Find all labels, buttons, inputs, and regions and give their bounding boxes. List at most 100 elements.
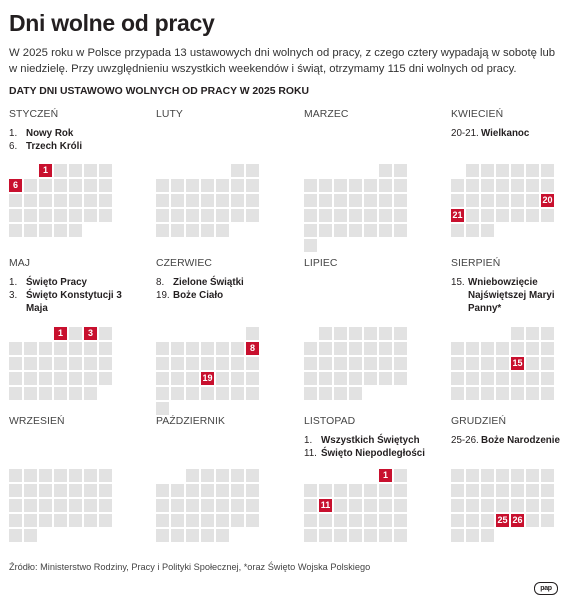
day-cell: [156, 224, 169, 237]
day-cell: [349, 327, 362, 340]
day-cell: [84, 372, 97, 385]
day-cell: [171, 372, 184, 385]
day-cell: [216, 224, 229, 237]
day-cell: [379, 209, 392, 222]
day-cell: [364, 484, 377, 497]
day-cell: [319, 514, 332, 527]
day-cell: [466, 179, 479, 192]
day-cell: [231, 209, 244, 222]
holiday-day-cell: 11: [319, 499, 332, 512]
day-cell: [511, 179, 524, 192]
day-cell: [466, 194, 479, 207]
day-cell: [334, 194, 347, 207]
day-cell: [9, 357, 22, 370]
holiday-day-cell: 19: [201, 372, 214, 385]
day-cell: [84, 499, 97, 512]
day-cell: [246, 179, 259, 192]
day-cell: [54, 514, 67, 527]
day-cell: [364, 372, 377, 385]
day-cell: [334, 514, 347, 527]
day-cell: [364, 209, 377, 222]
day-cell: [379, 529, 392, 542]
holiday-day-cell: 26: [511, 514, 524, 527]
holiday-name: Boże Narodzenie: [481, 435, 560, 446]
month-9: Wrzesień: [9, 416, 144, 566]
day-cell: [186, 357, 199, 370]
day-cell: [349, 194, 362, 207]
day-cell: [466, 164, 479, 177]
day-cell: [69, 209, 82, 222]
day-cell: [379, 484, 392, 497]
day-cell: [496, 209, 509, 222]
day-cell: [319, 209, 332, 222]
day-cell: [511, 499, 524, 512]
day-cell: [334, 342, 347, 355]
day-cell: [9, 342, 22, 355]
day-cell: [69, 164, 82, 177]
day-cell: [481, 357, 494, 370]
day-cell: [186, 469, 199, 482]
day-cell: [9, 372, 22, 385]
day-cell: [84, 342, 97, 355]
day-cell: [364, 357, 377, 370]
month-name: Listopad: [304, 416, 356, 427]
pap-logo: pap: [534, 582, 558, 595]
day-cell: [541, 209, 554, 222]
day-cell: [84, 514, 97, 527]
day-cell: [334, 387, 347, 400]
day-cell: [394, 224, 407, 237]
day-cell: [156, 514, 169, 527]
intro-text: W 2025 roku w Polsce przypada 13 ustawow…: [9, 47, 556, 75]
day-cell: [466, 372, 479, 385]
day-cell: [481, 387, 494, 400]
day-cell: [496, 484, 509, 497]
day-cell: [304, 484, 317, 497]
day-cell: [216, 484, 229, 497]
day-cell: [24, 372, 37, 385]
day-cell: [541, 357, 554, 370]
day-cell: [451, 469, 464, 482]
day-cell: [394, 327, 407, 340]
day-cell: [54, 209, 67, 222]
day-cell: [511, 209, 524, 222]
day-cell: [246, 372, 259, 385]
day-cell: [171, 194, 184, 207]
day-cell: [24, 342, 37, 355]
day-cell: [466, 342, 479, 355]
day-cell: [364, 327, 377, 340]
holiday-day-cell: 6: [9, 179, 22, 192]
holiday-day: 15.: [451, 277, 465, 288]
month-1: Styczeń 1. Nowy Rok 6. Trzech Króli 1 6: [9, 109, 144, 259]
month-name: Grudzień: [451, 416, 507, 427]
day-cell: [201, 224, 214, 237]
month-2: Luty: [156, 109, 291, 259]
day-cell: [304, 209, 317, 222]
day-cell: [319, 179, 332, 192]
day-cell: [201, 387, 214, 400]
day-cell: [379, 499, 392, 512]
day-cell: [541, 514, 554, 527]
holiday-entry: 20-21. Wielkanoc: [451, 127, 564, 140]
day-cell: [201, 499, 214, 512]
day-cell: [99, 209, 112, 222]
day-cell: [69, 514, 82, 527]
day-cell: [304, 342, 317, 355]
day-cell: [304, 387, 317, 400]
day-cell: [451, 342, 464, 355]
holiday-name: Nowy Rok: [26, 128, 74, 139]
day-cell: [496, 194, 509, 207]
day-cell: [156, 342, 169, 355]
month-3: Marzec: [304, 109, 439, 259]
month-name: Lipiec: [304, 258, 338, 269]
month-6: Czerwiec 8. Zielone Świątki 19. Boże Ciało 8 1…: [156, 258, 291, 415]
day-cell: [511, 372, 524, 385]
day-cell: [394, 164, 407, 177]
day-cell: [54, 387, 67, 400]
day-cell: [466, 514, 479, 527]
day-cell: [39, 342, 52, 355]
day-cell: [451, 529, 464, 542]
day-cell: [99, 484, 112, 497]
holiday-day-cell: 1: [379, 469, 392, 482]
day-cell: [246, 514, 259, 527]
day-cell: [364, 529, 377, 542]
